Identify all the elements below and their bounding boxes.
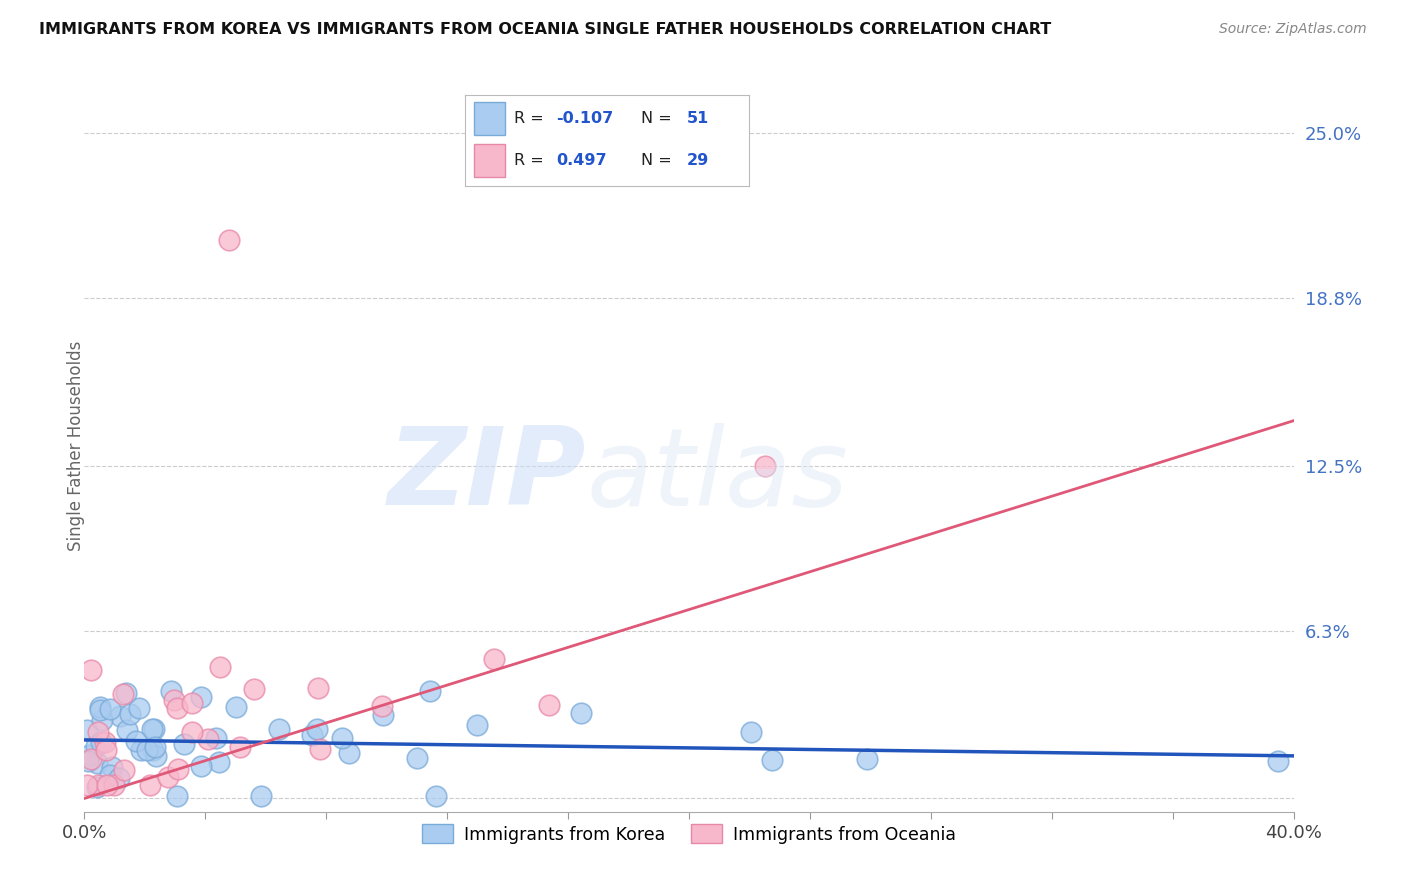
- Point: [84, 739, 107, 753]
- Point: [419, 684, 441, 698]
- Point: [120, 707, 142, 722]
- Point: [143, 740, 166, 755]
- Point: [142, 723, 165, 737]
- Legend: Immigrants from Korea, Immigrants from Oceania: Immigrants from Korea, Immigrants from O…: [415, 817, 963, 851]
- Point: [100, 702, 122, 716]
- Point: [80, 751, 103, 765]
- Point: [190, 690, 212, 705]
- Point: [754, 458, 776, 473]
- Point: [77, 754, 100, 768]
- Point: [87, 778, 110, 792]
- Point: [89, 703, 111, 717]
- Point: [94, 743, 117, 757]
- Point: [740, 725, 762, 739]
- Point: [80, 663, 103, 677]
- Point: [166, 701, 188, 715]
- Point: [856, 752, 879, 766]
- Point: [250, 789, 273, 803]
- Point: [205, 731, 228, 745]
- Point: [406, 751, 429, 765]
- Point: [112, 687, 135, 701]
- Point: [142, 743, 165, 757]
- Point: [115, 723, 138, 737]
- Point: [1267, 754, 1289, 768]
- Point: [86, 756, 108, 770]
- Point: [371, 698, 394, 713]
- Point: [77, 747, 100, 762]
- Point: [537, 698, 560, 713]
- Point: [103, 778, 125, 792]
- Point: [100, 768, 122, 782]
- Y-axis label: Single Father Households: Single Father Households: [67, 341, 84, 551]
- Point: [208, 755, 231, 769]
- Text: ZIP: ZIP: [388, 422, 586, 528]
- Point: [160, 684, 183, 698]
- Point: [218, 233, 240, 247]
- Point: [129, 743, 152, 757]
- Point: [87, 725, 110, 739]
- Point: [94, 735, 117, 749]
- Point: [115, 686, 138, 700]
- Point: [108, 709, 131, 723]
- Point: [225, 699, 247, 714]
- Point: [243, 681, 266, 696]
- Point: [269, 723, 291, 737]
- Point: [309, 742, 332, 756]
- Point: [141, 722, 163, 736]
- Point: [136, 742, 159, 756]
- Point: [125, 734, 148, 748]
- Point: [76, 723, 98, 737]
- Point: [197, 732, 219, 747]
- Point: [229, 739, 252, 754]
- Point: [180, 725, 202, 739]
- Point: [465, 718, 488, 732]
- Point: [190, 759, 212, 773]
- Point: [305, 723, 328, 737]
- Point: [761, 753, 783, 767]
- Point: [112, 763, 135, 777]
- Point: [301, 728, 323, 742]
- Point: [100, 760, 122, 774]
- Point: [569, 706, 592, 720]
- Point: [145, 748, 167, 763]
- Point: [128, 701, 150, 715]
- Point: [139, 778, 162, 792]
- Point: [108, 771, 131, 785]
- Point: [90, 735, 112, 749]
- Point: [337, 747, 360, 761]
- Point: [482, 652, 505, 666]
- Point: [208, 660, 231, 674]
- Point: [167, 762, 190, 776]
- Point: [425, 789, 447, 803]
- Point: [180, 697, 202, 711]
- Point: [166, 789, 188, 803]
- Point: [91, 714, 114, 728]
- Point: [76, 778, 98, 792]
- Text: Source: ZipAtlas.com: Source: ZipAtlas.com: [1219, 22, 1367, 37]
- Point: [86, 780, 108, 794]
- Text: IMMIGRANTS FROM KOREA VS IMMIGRANTS FROM OCEANIA SINGLE FATHER HOUSEHOLDS CORREL: IMMIGRANTS FROM KOREA VS IMMIGRANTS FROM…: [39, 22, 1052, 37]
- Point: [330, 731, 353, 745]
- Point: [307, 681, 329, 696]
- Point: [173, 737, 195, 751]
- Text: atlas: atlas: [586, 423, 848, 528]
- Point: [373, 708, 395, 723]
- Point: [96, 778, 118, 792]
- Point: [163, 693, 186, 707]
- Point: [89, 700, 111, 714]
- Point: [156, 770, 179, 784]
